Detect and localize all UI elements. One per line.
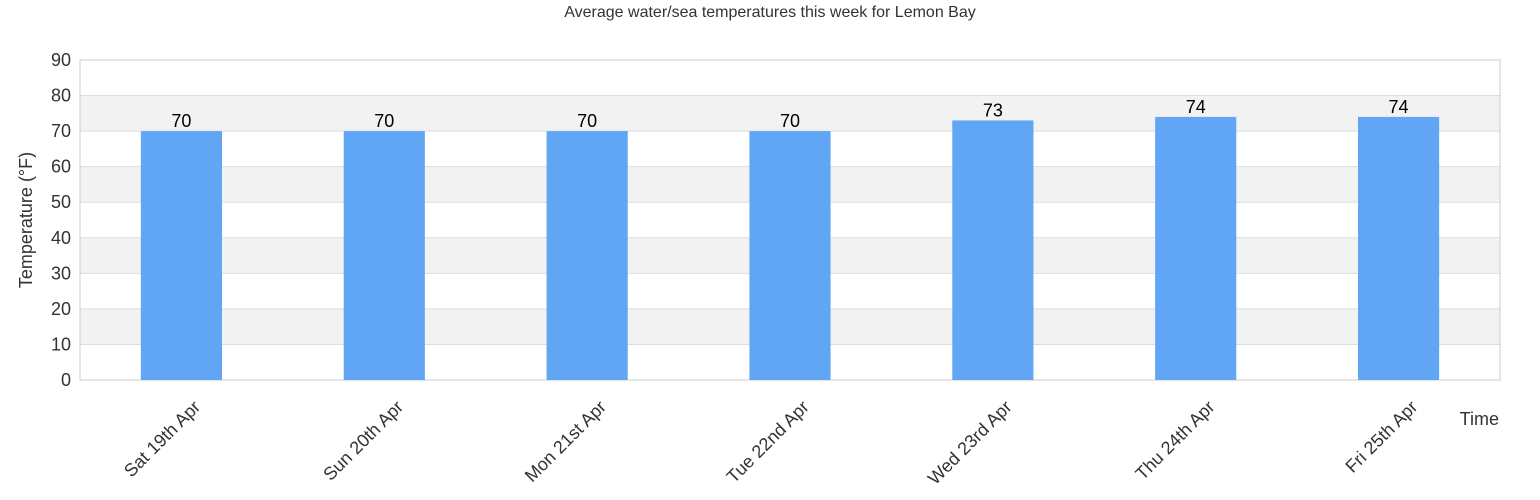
x-tick-label: Wed 23rd Apr [924,397,1016,489]
chart-title: Average water/sea temperatures this week… [564,4,975,21]
bar[interactable] [546,131,628,380]
bar[interactable] [1358,116,1440,380]
y-tick-label: 10 [51,334,71,354]
data-label: 74 [1186,97,1206,117]
y-tick-label: 50 [51,192,71,212]
bar[interactable] [343,131,425,380]
x-tick-label: Fri 25th Apr [1341,397,1421,477]
x-tick-label: Sat 19th Apr [120,397,204,481]
data-label: 70 [780,111,800,131]
x-tick-label: Mon 21st Apr [521,397,610,486]
y-tick-label: 80 [51,86,71,106]
data-label: 70 [577,111,597,131]
y-tick-label: 0 [61,370,71,390]
y-axis-ticks: 0 10 20 30 40 50 60 70 80 90 [51,50,71,390]
bar[interactable] [749,131,831,380]
x-tick-label: Tue 22nd Apr [723,397,813,487]
data-label: 70 [171,111,191,131]
x-axis-label: Time [1460,409,1499,429]
data-label: 74 [1389,97,1409,117]
y-tick-label: 60 [51,157,71,177]
bar[interactable] [952,120,1034,380]
y-tick-label: 40 [51,228,71,248]
data-label: 73 [983,100,1003,120]
y-tick-label: 70 [51,121,71,141]
y-tick-label: 20 [51,299,71,319]
x-tick-label: Sun 20th Apr [319,397,407,485]
background-band [80,95,1500,132]
bars [140,116,1440,380]
bar[interactable] [140,131,222,380]
x-axis-ticks: Sat 19th Apr Sun 20th Apr Mon 21st Apr Tue … [120,397,1421,489]
x-tick-label: Thu 24th Apr [1132,397,1219,484]
y-tick-label: 30 [51,263,71,283]
data-labels: 70 70 70 70 73 74 74 [171,97,1408,131]
data-label: 70 [374,111,394,131]
y-axis-label: Temperature (°F) [16,152,36,288]
bar[interactable] [1155,116,1237,380]
y-tick-label: 90 [51,50,71,70]
